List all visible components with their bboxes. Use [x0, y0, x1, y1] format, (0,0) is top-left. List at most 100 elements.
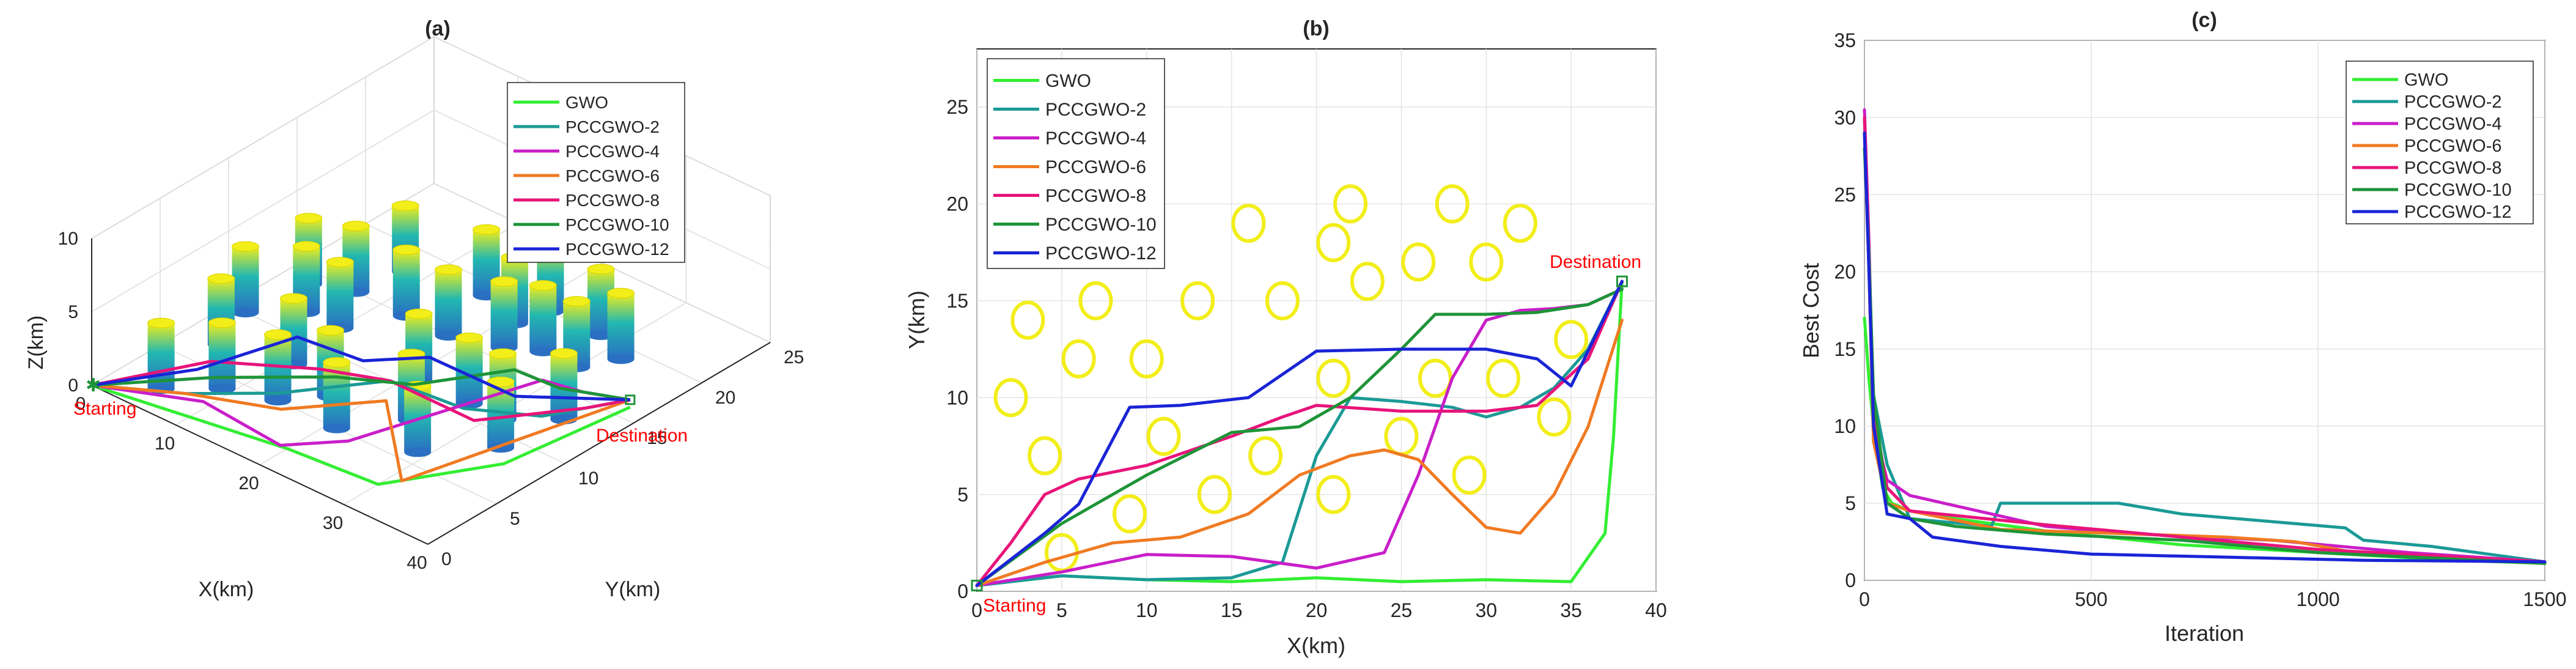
x-tick-label: 40 [1645, 599, 1667, 621]
end-label-a: Destination [596, 426, 688, 446]
x-tick-label: 0 [971, 599, 982, 621]
obstacle-cylinder [323, 357, 351, 434]
obstacle [1316, 223, 1351, 262]
obstacle-cylinder [208, 317, 236, 394]
obstacle [1316, 475, 1351, 514]
obstacle-cylinder [326, 257, 354, 333]
legend-box [507, 82, 685, 263]
y-tick-label: 5 [957, 484, 968, 506]
series-line-pccgwo-2 [975, 279, 1624, 587]
series-line-pccgwo-8 [91, 360, 631, 423]
series-line-gwo [91, 383, 631, 486]
y-tick-label: 25 [946, 96, 968, 118]
xlabel-a: X(km) [199, 578, 254, 601]
cylinder-base [232, 308, 259, 317]
legend-entry: PCCGWO-12 [2404, 202, 2512, 222]
cylinder-top [489, 348, 517, 359]
cylinder-body [490, 281, 518, 348]
cylinder-top [342, 221, 370, 231]
obstacle [1146, 416, 1181, 456]
obstacle [1435, 184, 1470, 224]
title-b: (b) [1303, 17, 1329, 40]
obstacle [993, 378, 1028, 418]
cylinder-base [404, 447, 432, 457]
series-line-pccgwo-12 [975, 279, 1624, 587]
x-tick-label: 25 [1391, 599, 1413, 621]
y-tick-label: 10 [946, 386, 968, 408]
ticks-a: 0 10 20 30 40 0 5 10 15 20 25 0 5 10 [58, 229, 804, 573]
y-tick-label: 30 [1834, 106, 1856, 128]
cylinder-body [232, 246, 259, 312]
title-c: (c) [2191, 9, 2217, 32]
obstacle [1537, 397, 1572, 437]
x-tick-label: 30 [1475, 599, 1497, 621]
xlabel-b: X(km) [1287, 633, 1345, 658]
title-a: (a) [425, 17, 451, 40]
grid-line-z [91, 109, 435, 312]
y-tick-label: 15 [647, 428, 667, 448]
legend-entry: PCCGWO-4 [1045, 128, 1146, 149]
legend-entry: PCCGWO-4 [2404, 114, 2502, 134]
cylinder-base [529, 346, 557, 357]
start-label-a: Starting [73, 399, 136, 419]
legend-entry: PCCGWO-12 [1045, 243, 1157, 264]
cylinder-top [279, 293, 307, 304]
legend-b: GWO PCCGWO-2 PCCGWO-4 PCCGWO-6 PCCGWO-8 PCCGW… [987, 58, 1165, 269]
x-tick-label: 30 [323, 513, 343, 533]
legend-entry: GWO [1045, 71, 1091, 91]
y-axis-line [427, 342, 771, 545]
obstacle [1129, 339, 1164, 379]
legend-entry: PCCGWO-12 [565, 240, 669, 259]
obstacle [1061, 339, 1096, 379]
legend-entry: PCCGWO-10 [565, 215, 669, 234]
cylinder-base [323, 423, 350, 434]
legend-entry: PCCGWO-6 [1045, 157, 1146, 177]
start-label-b: Starting [983, 596, 1046, 616]
x-tick-label: 1000 [2296, 588, 2339, 610]
y-tick-label: 5 [1845, 492, 1856, 514]
xlabel-c: Iteration [2165, 621, 2244, 646]
cylinder-top [529, 280, 557, 291]
cylinder-top [473, 224, 501, 235]
cylinder-top [208, 317, 236, 328]
obstacle [1180, 281, 1215, 320]
y-tick-label: 0 [957, 580, 968, 602]
z-tick-label: 5 [68, 302, 78, 322]
legend-box [2346, 61, 2534, 224]
y-tick-label: 10 [578, 468, 598, 489]
x-tick-label: 20 [1306, 599, 1328, 621]
y-tick-label: 35 [1834, 29, 1856, 51]
legend-entry: GWO [2404, 70, 2449, 90]
obstacle [1554, 320, 1589, 360]
obstacle [1231, 204, 1266, 243]
x-tick-label: 10 [1136, 599, 1158, 621]
z-tick-label: 10 [58, 229, 78, 249]
y-tick-label: 20 [1834, 261, 1856, 283]
obstacle [1248, 436, 1283, 476]
obstacle [1418, 358, 1452, 398]
x-axis-line [91, 385, 429, 545]
end-marker [625, 394, 636, 405]
legend-entry: PCCGWO-2 [2404, 92, 2502, 112]
start-marker [971, 579, 983, 591]
series-line-pccgwo-12 [91, 335, 630, 402]
cylinder-top [562, 296, 591, 307]
obstacle-cylinder [435, 264, 462, 341]
cylinder-top [323, 357, 351, 368]
y-tick-label: 25 [1834, 183, 1856, 205]
cylinder-top [455, 332, 484, 343]
obstacle [1350, 262, 1385, 301]
obstacle-cylinder [490, 276, 518, 353]
legend-entry: PCCGWO-8 [2404, 158, 2502, 178]
ylabel-c: Best Cost [1798, 263, 1823, 358]
series-c [1863, 108, 2547, 565]
y-tick-label: 20 [946, 193, 968, 215]
obstacle [1010, 300, 1045, 340]
end-label-b: Destination [1550, 252, 1641, 272]
x-tick-label: 40 [407, 553, 427, 573]
cylinder-top [435, 264, 462, 275]
obstacle [1197, 475, 1232, 514]
end-marker [1616, 275, 1628, 287]
ticks-c: 0 500 1000 1500 0 5 10 15 20 25 30 35 [1834, 29, 2566, 610]
start-marker: ✱ [86, 375, 101, 396]
